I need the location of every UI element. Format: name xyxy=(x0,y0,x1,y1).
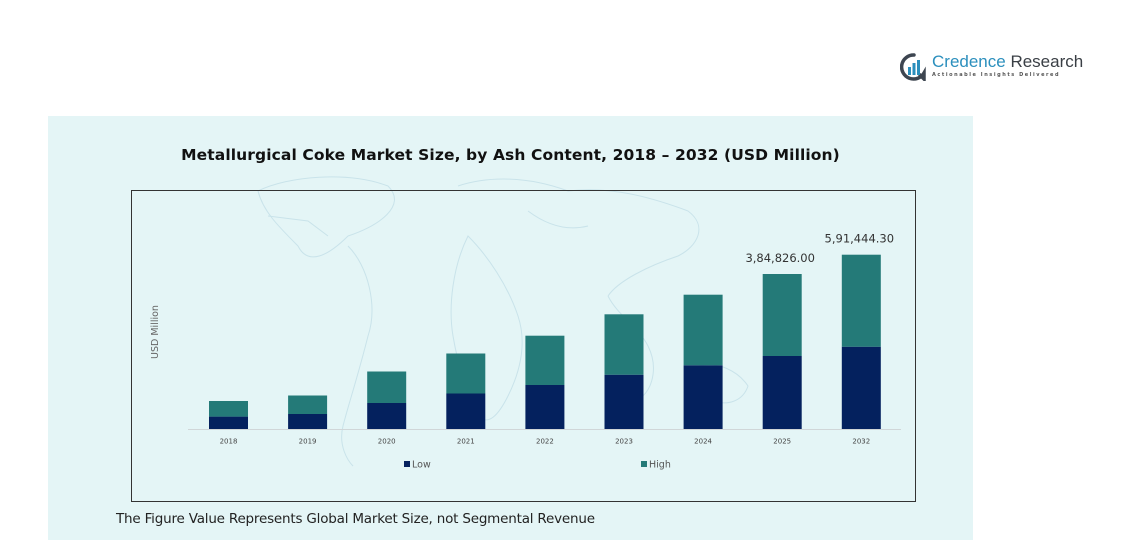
bar-high-2020 xyxy=(367,371,407,403)
bars-group xyxy=(209,254,881,430)
bar-low-2023 xyxy=(604,374,644,430)
bar-high-2021 xyxy=(446,353,486,394)
chart-panel: 2018 2019 2020 2021 2022 2023 2024 2025 2032 3,8… xyxy=(48,116,973,540)
legend: Low High xyxy=(404,460,671,471)
bar-low-2024 xyxy=(683,365,723,430)
data-labels: 3,84,826.00 5,91,444.30 xyxy=(745,232,894,265)
y-axis-label: USD Million xyxy=(150,305,161,359)
legend-item-low[interactable]: Low xyxy=(404,460,431,471)
brand-name: Credence Research xyxy=(932,53,1083,71)
bar-low-2018 xyxy=(209,416,248,430)
bar-low-2025 xyxy=(762,355,802,430)
x-tick-label: 2025 xyxy=(773,438,791,446)
brand-logo: Credence Research Actionable Insights De… xyxy=(900,53,1083,83)
legend-swatch-low xyxy=(404,461,410,467)
credence-research-logo-icon xyxy=(900,53,926,81)
bar-low-2021 xyxy=(446,393,486,430)
bar-high-2019 xyxy=(288,395,328,414)
bar-low-2019 xyxy=(288,413,328,430)
data-label-2025: 3,84,826.00 xyxy=(745,251,815,265)
x-tick-label: 2020 xyxy=(378,438,396,446)
data-label-2032: 5,91,444.30 xyxy=(825,232,895,246)
x-tick-label: 2021 xyxy=(457,438,475,446)
chart-canvas: 2018 2019 2020 2021 2022 2023 2024 2025 2032 3,8… xyxy=(150,176,901,471)
bar-low-2020 xyxy=(367,402,407,430)
x-tick-label: 2032 xyxy=(852,438,870,446)
chart-title: Metallurgical Coke Market Size, by Ash C… xyxy=(181,146,840,164)
x-tick-label: 2019 xyxy=(299,438,317,446)
bar-high-2018 xyxy=(209,400,248,417)
bar-high-2022 xyxy=(525,335,565,385)
legend-label-high: High xyxy=(649,460,671,471)
plot-frame xyxy=(131,190,916,502)
bar-high-2024 xyxy=(683,294,723,366)
bar-high-2032 xyxy=(841,254,881,347)
bar-low-2032 xyxy=(841,346,881,430)
x-tick-label: 2022 xyxy=(536,438,554,446)
bar-low-2022 xyxy=(525,384,565,430)
legend-label-low: Low xyxy=(412,460,431,471)
legend-item-high[interactable]: High xyxy=(641,460,671,471)
x-tick-label: 2018 xyxy=(220,438,238,446)
brand-name-part1: Credence xyxy=(932,52,1006,71)
bar-high-2025 xyxy=(762,274,802,356)
brand-name-part2: Research xyxy=(1005,52,1084,71)
legend-swatch-high xyxy=(641,461,647,467)
x-tick-label: 2024 xyxy=(694,438,712,446)
world-map-watermark xyxy=(257,176,749,467)
brand-tagline: Actionable Insights Delivered xyxy=(932,72,1061,78)
x-tick-labels: 2018 2019 2020 2021 2022 2023 2024 2025 2032 xyxy=(220,438,871,446)
footnote: The Figure Value Represents Global Marke… xyxy=(116,511,595,527)
x-tick-label: 2023 xyxy=(615,438,633,446)
bar-high-2023 xyxy=(604,314,644,375)
